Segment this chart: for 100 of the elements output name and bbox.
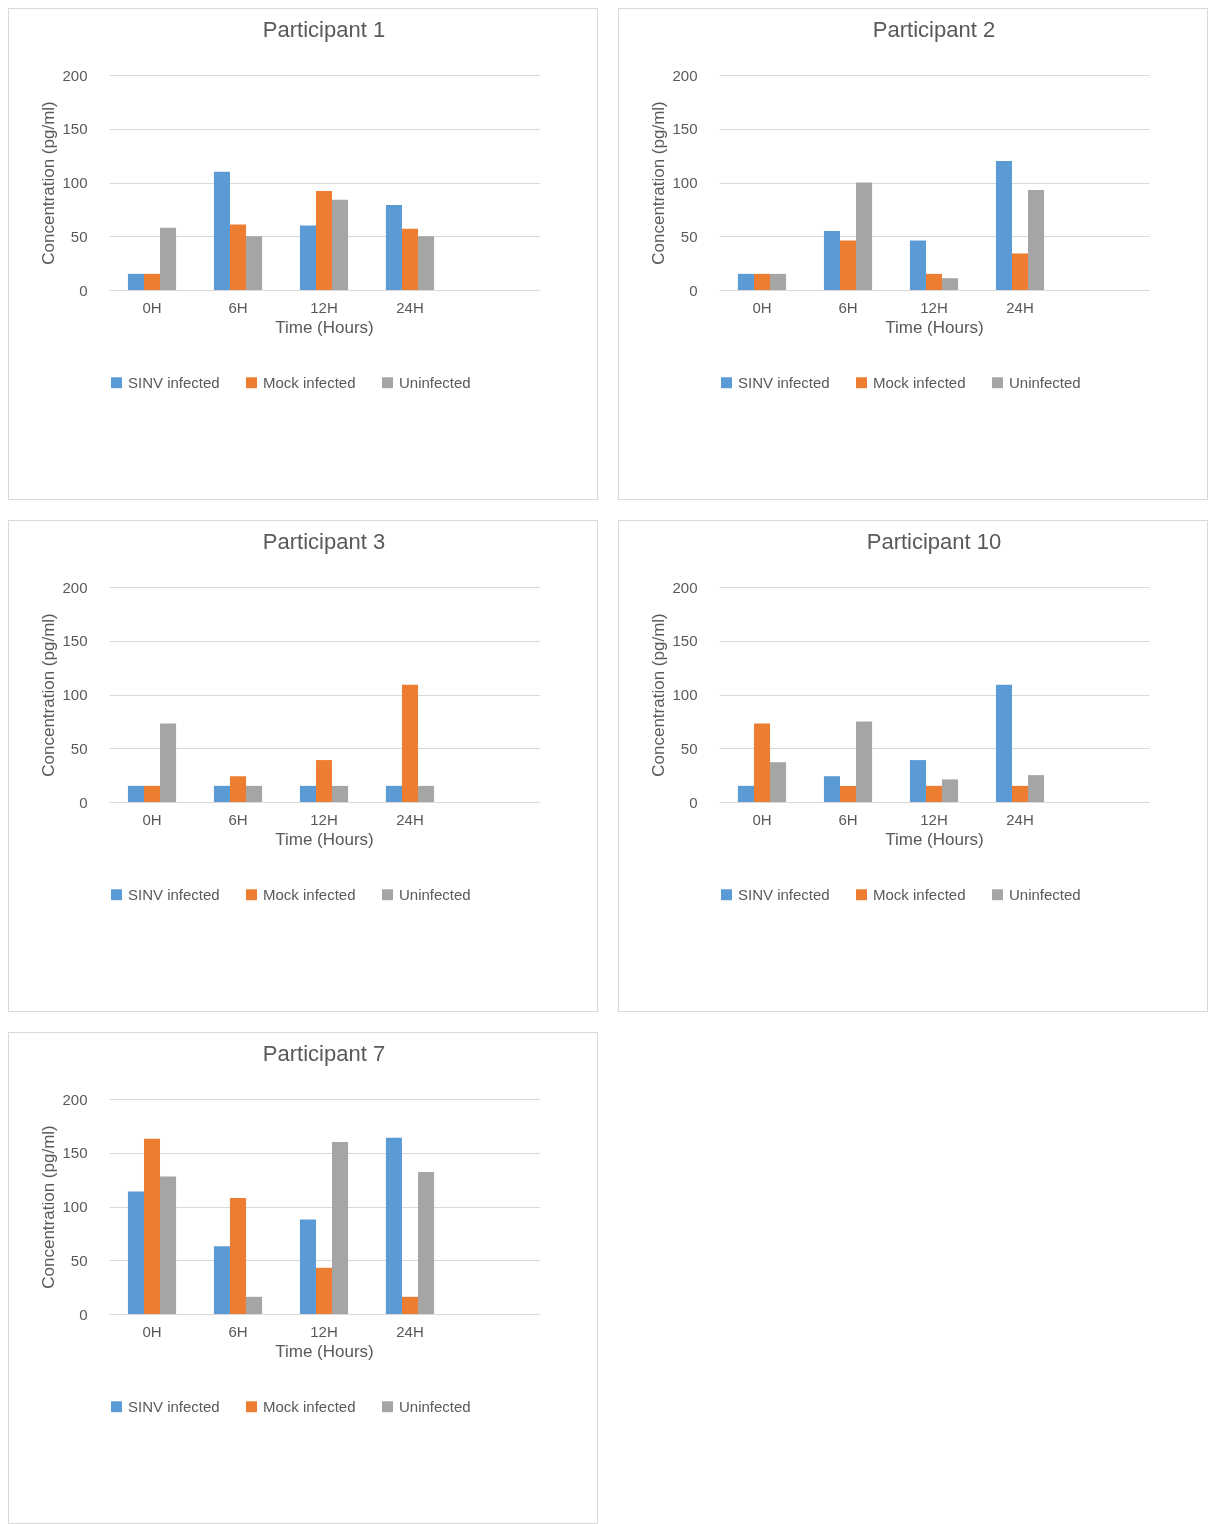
x-tick-label: 0H <box>752 298 772 316</box>
chart-title: Participant 1 <box>262 17 386 42</box>
y-axis-title: Concentration (pg/ml) <box>39 613 59 777</box>
legend-label: SINV infected <box>128 885 220 903</box>
legend-label: SINV infected <box>738 885 830 903</box>
y-tick-label: 150 <box>62 120 88 138</box>
chart-title: Participant 7 <box>262 1041 386 1066</box>
bar <box>160 1176 177 1314</box>
x-tick-label: 24H <box>1006 810 1034 828</box>
bar <box>925 785 943 802</box>
legend-label: Mock infected <box>873 373 966 391</box>
x-tick-label: 12H <box>310 298 338 316</box>
bar <box>401 684 419 802</box>
y-tick-label: 150 <box>62 632 88 650</box>
bar <box>770 762 787 802</box>
y-tick-label: 200 <box>62 578 88 596</box>
bar <box>1028 775 1045 802</box>
bar <box>385 1137 402 1314</box>
y-tick-label: 50 <box>680 227 698 245</box>
bar <box>418 236 435 290</box>
y-tick-label: 100 <box>62 1198 88 1215</box>
bar <box>160 723 177 802</box>
y-axis-title: Concentration (pg/ml) <box>39 101 59 265</box>
y-tick-label: 200 <box>62 66 88 84</box>
bar <box>315 760 333 802</box>
y-tick-label: 0 <box>689 793 698 811</box>
bar <box>127 273 144 290</box>
x-tick-label: 24H <box>1006 298 1034 316</box>
x-axis-title: Time (Hours) <box>275 317 374 337</box>
x-tick-label: 12H <box>310 810 338 828</box>
legend-label: Mock infected <box>263 885 356 903</box>
y-tick-label: 150 <box>672 120 698 138</box>
bar <box>213 171 230 290</box>
bar <box>737 785 754 802</box>
x-axis-title: Time (Hours) <box>275 1341 374 1361</box>
bar <box>299 785 316 802</box>
bar <box>401 228 419 290</box>
x-tick-label: 0H <box>142 298 162 316</box>
x-tick-label: 0H <box>752 810 772 828</box>
bar <box>315 1267 333 1314</box>
bar <box>332 1142 349 1314</box>
y-tick-label: 200 <box>672 66 698 84</box>
legend-label: Uninfected <box>399 885 471 903</box>
bar <box>753 273 771 290</box>
bar <box>737 273 754 290</box>
x-tick-label: 24H <box>396 810 424 828</box>
bar <box>1028 190 1045 290</box>
bar <box>246 236 263 290</box>
y-axis-title: Concentration (pg/ml) <box>39 1125 59 1289</box>
bar <box>995 161 1012 290</box>
y-tick-label: 50 <box>70 227 88 245</box>
bar <box>856 721 873 802</box>
bar <box>229 1197 247 1314</box>
legend-label: SINV infected <box>738 373 830 391</box>
bar <box>839 785 857 802</box>
y-tick-label: 150 <box>62 1144 88 1162</box>
bar <box>385 205 402 290</box>
x-axis-title: Time (Hours) <box>885 317 984 337</box>
y-tick-label: 50 <box>70 1251 88 1269</box>
chart-title: Participant 2 <box>872 17 996 42</box>
y-tick-label: 100 <box>672 686 698 703</box>
legend-label: SINV infected <box>128 373 220 391</box>
bar <box>127 1191 144 1314</box>
chart-title: Participant 3 <box>262 529 386 554</box>
y-tick-label: 0 <box>79 793 88 811</box>
bar <box>246 785 263 802</box>
bar <box>315 191 333 290</box>
legend-label: SINV infected <box>128 1397 220 1415</box>
legend-label: Uninfected <box>1009 885 1081 903</box>
x-tick-label: 0H <box>142 1322 162 1340</box>
bar <box>856 182 873 290</box>
y-tick-label: 0 <box>79 1305 88 1323</box>
bar <box>925 273 943 290</box>
bar <box>942 779 959 802</box>
bar <box>770 273 787 290</box>
legend-label: Mock infected <box>263 1397 356 1415</box>
y-tick-label: 100 <box>62 174 88 191</box>
bar <box>143 785 161 802</box>
y-tick-label: 100 <box>62 686 88 703</box>
x-tick-label: 0H <box>142 810 162 828</box>
bar <box>299 1219 316 1314</box>
bar <box>823 230 840 290</box>
bar <box>246 1296 263 1314</box>
y-axis-title: Concentration (pg/ml) <box>649 613 669 777</box>
y-tick-label: 50 <box>680 739 698 757</box>
y-tick-label: 100 <box>672 174 698 191</box>
bar <box>909 760 926 802</box>
bar <box>213 785 230 802</box>
y-tick-label: 200 <box>62 1090 88 1108</box>
bar <box>213 1246 230 1314</box>
x-tick-label: 6H <box>228 298 248 316</box>
bar <box>753 723 771 802</box>
legend-label: Mock infected <box>263 373 356 391</box>
bar <box>1011 253 1029 290</box>
x-tick-label: 24H <box>396 1322 424 1340</box>
bar <box>418 1172 435 1314</box>
y-tick-label: 200 <box>672 578 698 596</box>
bar <box>332 199 349 290</box>
y-tick-label: 0 <box>689 281 698 299</box>
legend-label: Uninfected <box>399 373 471 391</box>
